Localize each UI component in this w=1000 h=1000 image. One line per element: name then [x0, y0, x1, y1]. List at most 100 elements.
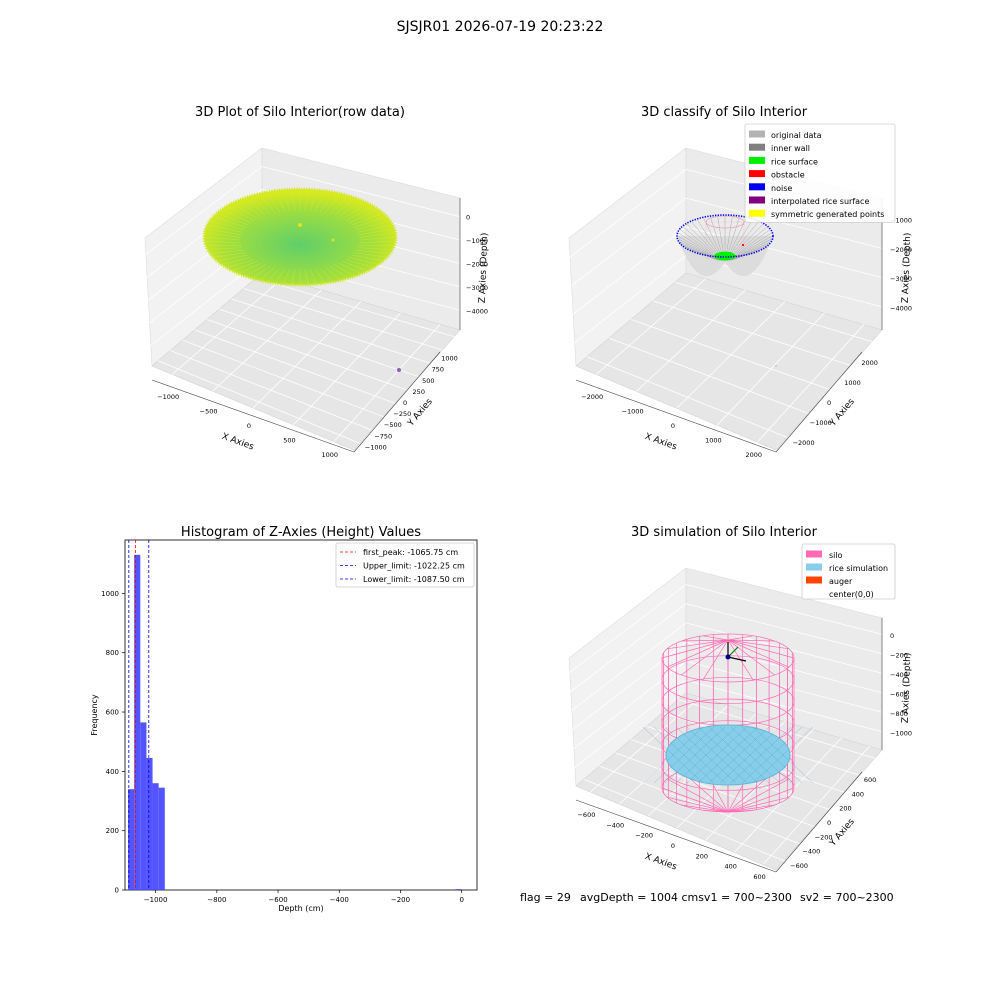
raw-point-row — [359, 228, 395, 236]
raw-point-row — [329, 265, 349, 279]
noise-ring — [676, 214, 774, 258]
raw-point-row — [325, 193, 341, 213]
wall-gridline-z — [685, 660, 885, 714]
silo-floor-rib — [681, 804, 729, 813]
obstacle-point — [741, 243, 745, 247]
x-tick-label: 2000 — [746, 451, 763, 459]
floor-gridline-y — [608, 337, 810, 415]
raw-point-row — [274, 268, 285, 284]
x-tick-label: −1000 — [144, 896, 168, 904]
legend-frame — [744, 123, 896, 223]
figure-suptitle: SJSJR01 2026-07-19 20:23:22 — [397, 19, 604, 35]
raw-outlier-point-3 — [397, 368, 401, 372]
legend-label: first_peak: -1065.75 cm — [363, 548, 458, 557]
classify-z-label: Z Axies (Depth) — [901, 233, 913, 304]
z-tick-label: −4000 — [466, 307, 488, 315]
raw-point-row — [304, 269, 309, 285]
wall-gridline-z — [568, 169, 687, 259]
y-axis-line — [775, 351, 863, 453]
raw-point-row — [291, 269, 296, 285]
floor-gridline-y — [583, 778, 786, 862]
silo-floor-rib — [661, 787, 729, 813]
status-flag: flag = 29 — [520, 891, 571, 904]
legend-label: center(0,0) — [829, 590, 874, 599]
y-tick-label: −200 — [815, 833, 833, 841]
wall-gridline-z — [568, 641, 687, 733]
y-tick-label: 1000 — [441, 355, 458, 363]
wall-gridline-z — [685, 603, 885, 655]
x-tick-label: −1000 — [622, 408, 644, 416]
rice-mesh-line — [675, 726, 737, 784]
wall-gridline-z — [568, 226, 687, 318]
silo-floor-rib — [727, 787, 795, 813]
floor-gridline-y — [630, 319, 832, 391]
legend-swatch — [749, 143, 765, 151]
raw-point-row — [266, 268, 280, 283]
floor-gridline-y — [170, 350, 372, 431]
silo-floor-rib — [727, 778, 790, 813]
x-tick-label: −200 — [391, 896, 410, 904]
histogram-y-label: Frequency — [90, 694, 99, 736]
raw-point-row — [283, 189, 290, 211]
raw-point-row — [338, 262, 362, 274]
y-tick-label: 250 — [413, 388, 425, 396]
raw-x-label: X Axies — [220, 432, 255, 453]
raw-point-row — [205, 228, 241, 236]
silo-roof-rib — [681, 639, 729, 676]
floor-gridline-y — [206, 319, 408, 391]
raw-point-row — [359, 236, 397, 241]
x-tick-label: 500 — [283, 436, 295, 444]
y-tick-label: 400 — [852, 790, 864, 798]
silo-roof-rib — [727, 639, 790, 668]
silo-roof-rib — [727, 639, 775, 642]
raw-point-row — [334, 264, 356, 277]
y-tick-label: 600 — [106, 709, 119, 717]
silo-floor-rib — [727, 804, 775, 813]
x-tick-label: 0 — [247, 422, 251, 430]
raw-point-row — [283, 269, 290, 285]
raw-point-row — [359, 232, 396, 238]
histogram-bar — [146, 758, 153, 890]
simulation-x-label: X Axies — [643, 852, 678, 873]
wall-gridline-z — [568, 680, 687, 773]
y-tick-label: 200 — [839, 805, 851, 813]
wall-gridline-z — [568, 622, 687, 713]
center-marker — [725, 654, 731, 660]
legend-swatch — [749, 130, 765, 138]
status-avg-depth: avgDepth = 1004 cmsv1 = 700~2300 — [580, 891, 792, 904]
classify-legend: original data inner wall rice surface obsta… — [744, 123, 896, 223]
raw-point-row — [266, 191, 280, 212]
inner-wall-point-row — [731, 219, 753, 253]
raw-point-row — [310, 269, 317, 285]
silo-roof-rib — [702, 635, 729, 641]
z-tick-label: 0 — [466, 214, 470, 222]
z-tick-label: −4000 — [890, 304, 912, 312]
histogram-bar-outlier — [455, 889, 462, 890]
legend-label: auger — [829, 577, 853, 586]
silo-floor-rib — [666, 796, 729, 813]
isolated-point — [775, 365, 777, 367]
x-tick-label: −400 — [330, 896, 349, 904]
wall-gridline-z — [685, 680, 885, 733]
x-tick-label: −2000 — [581, 393, 603, 401]
inner-wall-point-row — [697, 219, 719, 253]
y-tick-label: −400 — [802, 848, 820, 856]
raw-point-row — [209, 250, 244, 254]
classify-y-label: Y Axies — [828, 397, 857, 429]
raw-point-row — [291, 189, 296, 211]
wall-gridline-z — [568, 603, 687, 694]
simulation-plot-title: 3D simulation of Silo Interior — [631, 525, 818, 540]
floor-gridline-y — [231, 298, 431, 364]
legend-swatch — [749, 170, 765, 178]
silo-roof-rib — [727, 639, 790, 650]
classify-x-label: X Axies — [643, 432, 678, 453]
y-tick-label: −250 — [393, 410, 411, 418]
simulation-legend: silo rice simulation auger center(0,0) — [801, 543, 896, 600]
legend-label: symmetric generated points — [771, 210, 884, 219]
z-tick-label: −400 — [890, 671, 908, 679]
raw-point-row — [212, 216, 246, 228]
inner-wall-point-row — [691, 221, 717, 253]
y-tick-label: −750 — [374, 432, 392, 440]
raw-point-row — [232, 260, 258, 272]
raw-point-row — [356, 220, 391, 230]
